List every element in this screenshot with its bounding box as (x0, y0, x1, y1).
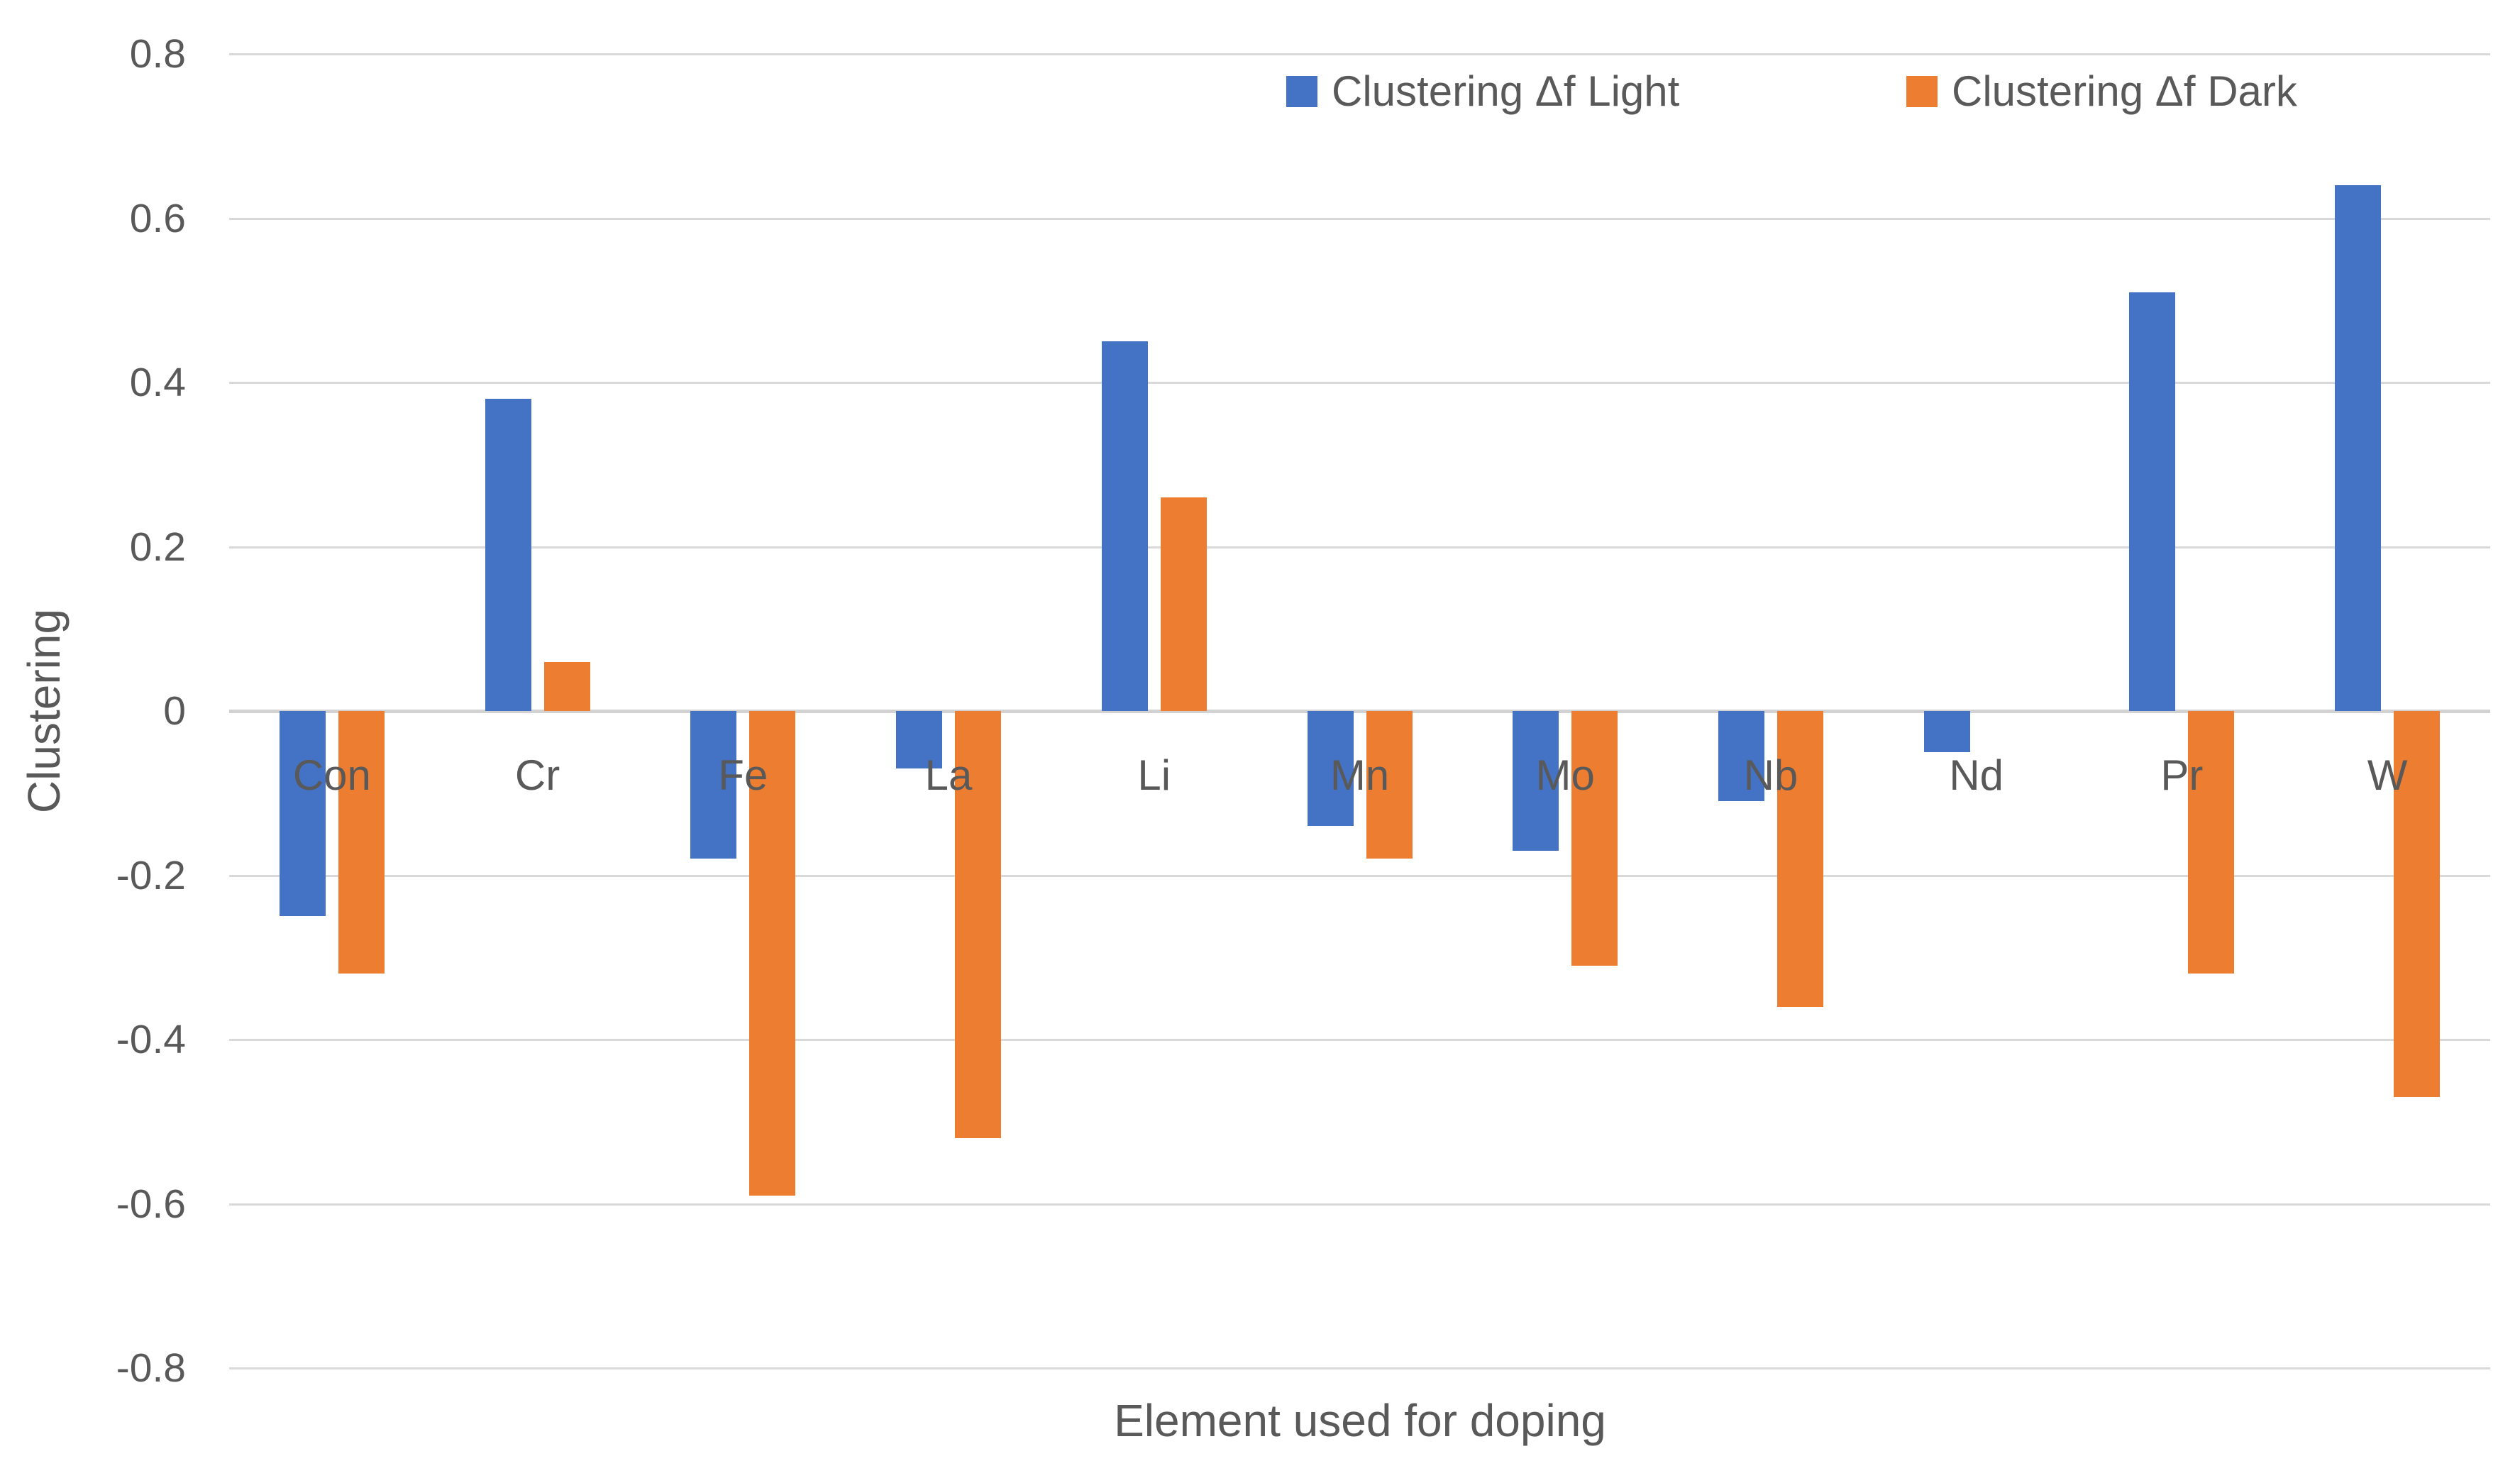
bar-dark-Pr[interactable] (2188, 711, 2235, 974)
bar-light-Nb[interactable] (1718, 711, 1764, 802)
bar-light-Con[interactable] (279, 711, 326, 917)
bar-dark-Fe[interactable] (749, 711, 796, 1196)
x-category-label-Cr: Cr (514, 751, 560, 799)
x-category-label-Mo: Mo (1535, 751, 1595, 799)
bar-light-W[interactable] (2335, 185, 2382, 711)
bar-light-Mn[interactable] (1307, 711, 1354, 827)
gridline-0.4 (229, 382, 2490, 384)
y-tick-label--0.2: -0.2 (116, 852, 186, 898)
gridline--0.2 (229, 874, 2490, 877)
legend-entry-light[interactable]: Clustering Δf Light (1286, 67, 1680, 115)
bar-light-Nd[interactable] (1923, 711, 1970, 752)
legend-label-light: Clustering Δf Light (1332, 67, 1680, 115)
bar-light-Mo[interactable] (1513, 711, 1559, 851)
bar-dark-Li[interactable] (1160, 497, 1207, 711)
bar-light-Pr[interactable] (2129, 292, 2176, 711)
legend-label-dark: Clustering Δf Dark (1952, 67, 2297, 115)
bar-light-Cr[interactable] (485, 399, 531, 711)
gridline-0.6 (229, 217, 2490, 220)
legend-entry-dark[interactable]: Clustering Δf Dark (1906, 67, 2297, 115)
y-axis-title: Clustering (18, 608, 70, 814)
y-tick-label--0.6: -0.6 (116, 1181, 186, 1227)
bar-dark-Mn[interactable] (1366, 711, 1413, 859)
y-tick-label-0.2: 0.2 (129, 524, 186, 570)
x-category-label-Nd: Nd (1949, 751, 2004, 799)
x-axis-title: Element used for doping (1114, 1395, 1606, 1446)
bar-dark-W[interactable] (2394, 711, 2441, 1098)
y-tick-label-0.4: 0.4 (129, 360, 186, 405)
gridline-0 (229, 710, 2490, 713)
x-category-label-Mn: Mn (1330, 751, 1390, 799)
gridline-0.8 (229, 53, 2490, 55)
x-category-label-W: W (2367, 751, 2408, 799)
legend-swatch-dark-icon (1906, 76, 1938, 107)
gridline-0.2 (229, 546, 2490, 548)
y-tick-label--0.8: -0.8 (116, 1345, 186, 1391)
y-tick-label-0.6: 0.6 (129, 195, 186, 241)
x-category-label-La: La (924, 751, 973, 799)
bar-dark-Con[interactable] (338, 711, 385, 974)
y-tick-label-0: 0 (163, 688, 186, 734)
bar-dark-Mo[interactable] (1571, 711, 1618, 966)
y-tick-label--0.4: -0.4 (116, 1017, 186, 1062)
x-category-label-Fe: Fe (718, 751, 768, 799)
bar-dark-Nb[interactable] (1776, 711, 1823, 1007)
bar-dark-Cr[interactable] (543, 661, 590, 711)
bar-light-Li[interactable] (1101, 341, 1148, 711)
x-category-label-Pr: Pr (2160, 751, 2204, 799)
gridline--0.8 (229, 1367, 2490, 1369)
y-tick-label-0.8: 0.8 (129, 31, 186, 77)
x-category-label-Con: Con (292, 751, 371, 799)
legend-swatch-light-icon (1286, 76, 1317, 107)
gridline--0.4 (229, 1039, 2490, 1041)
bar-light-La[interactable] (896, 711, 943, 769)
gridline--0.6 (229, 1203, 2490, 1206)
bar-light-Fe[interactable] (690, 711, 737, 859)
bar-dark-La[interactable] (955, 711, 1002, 1138)
x-category-label-Nb: Nb (1743, 751, 1798, 799)
x-category-label-Li: Li (1137, 751, 1171, 799)
